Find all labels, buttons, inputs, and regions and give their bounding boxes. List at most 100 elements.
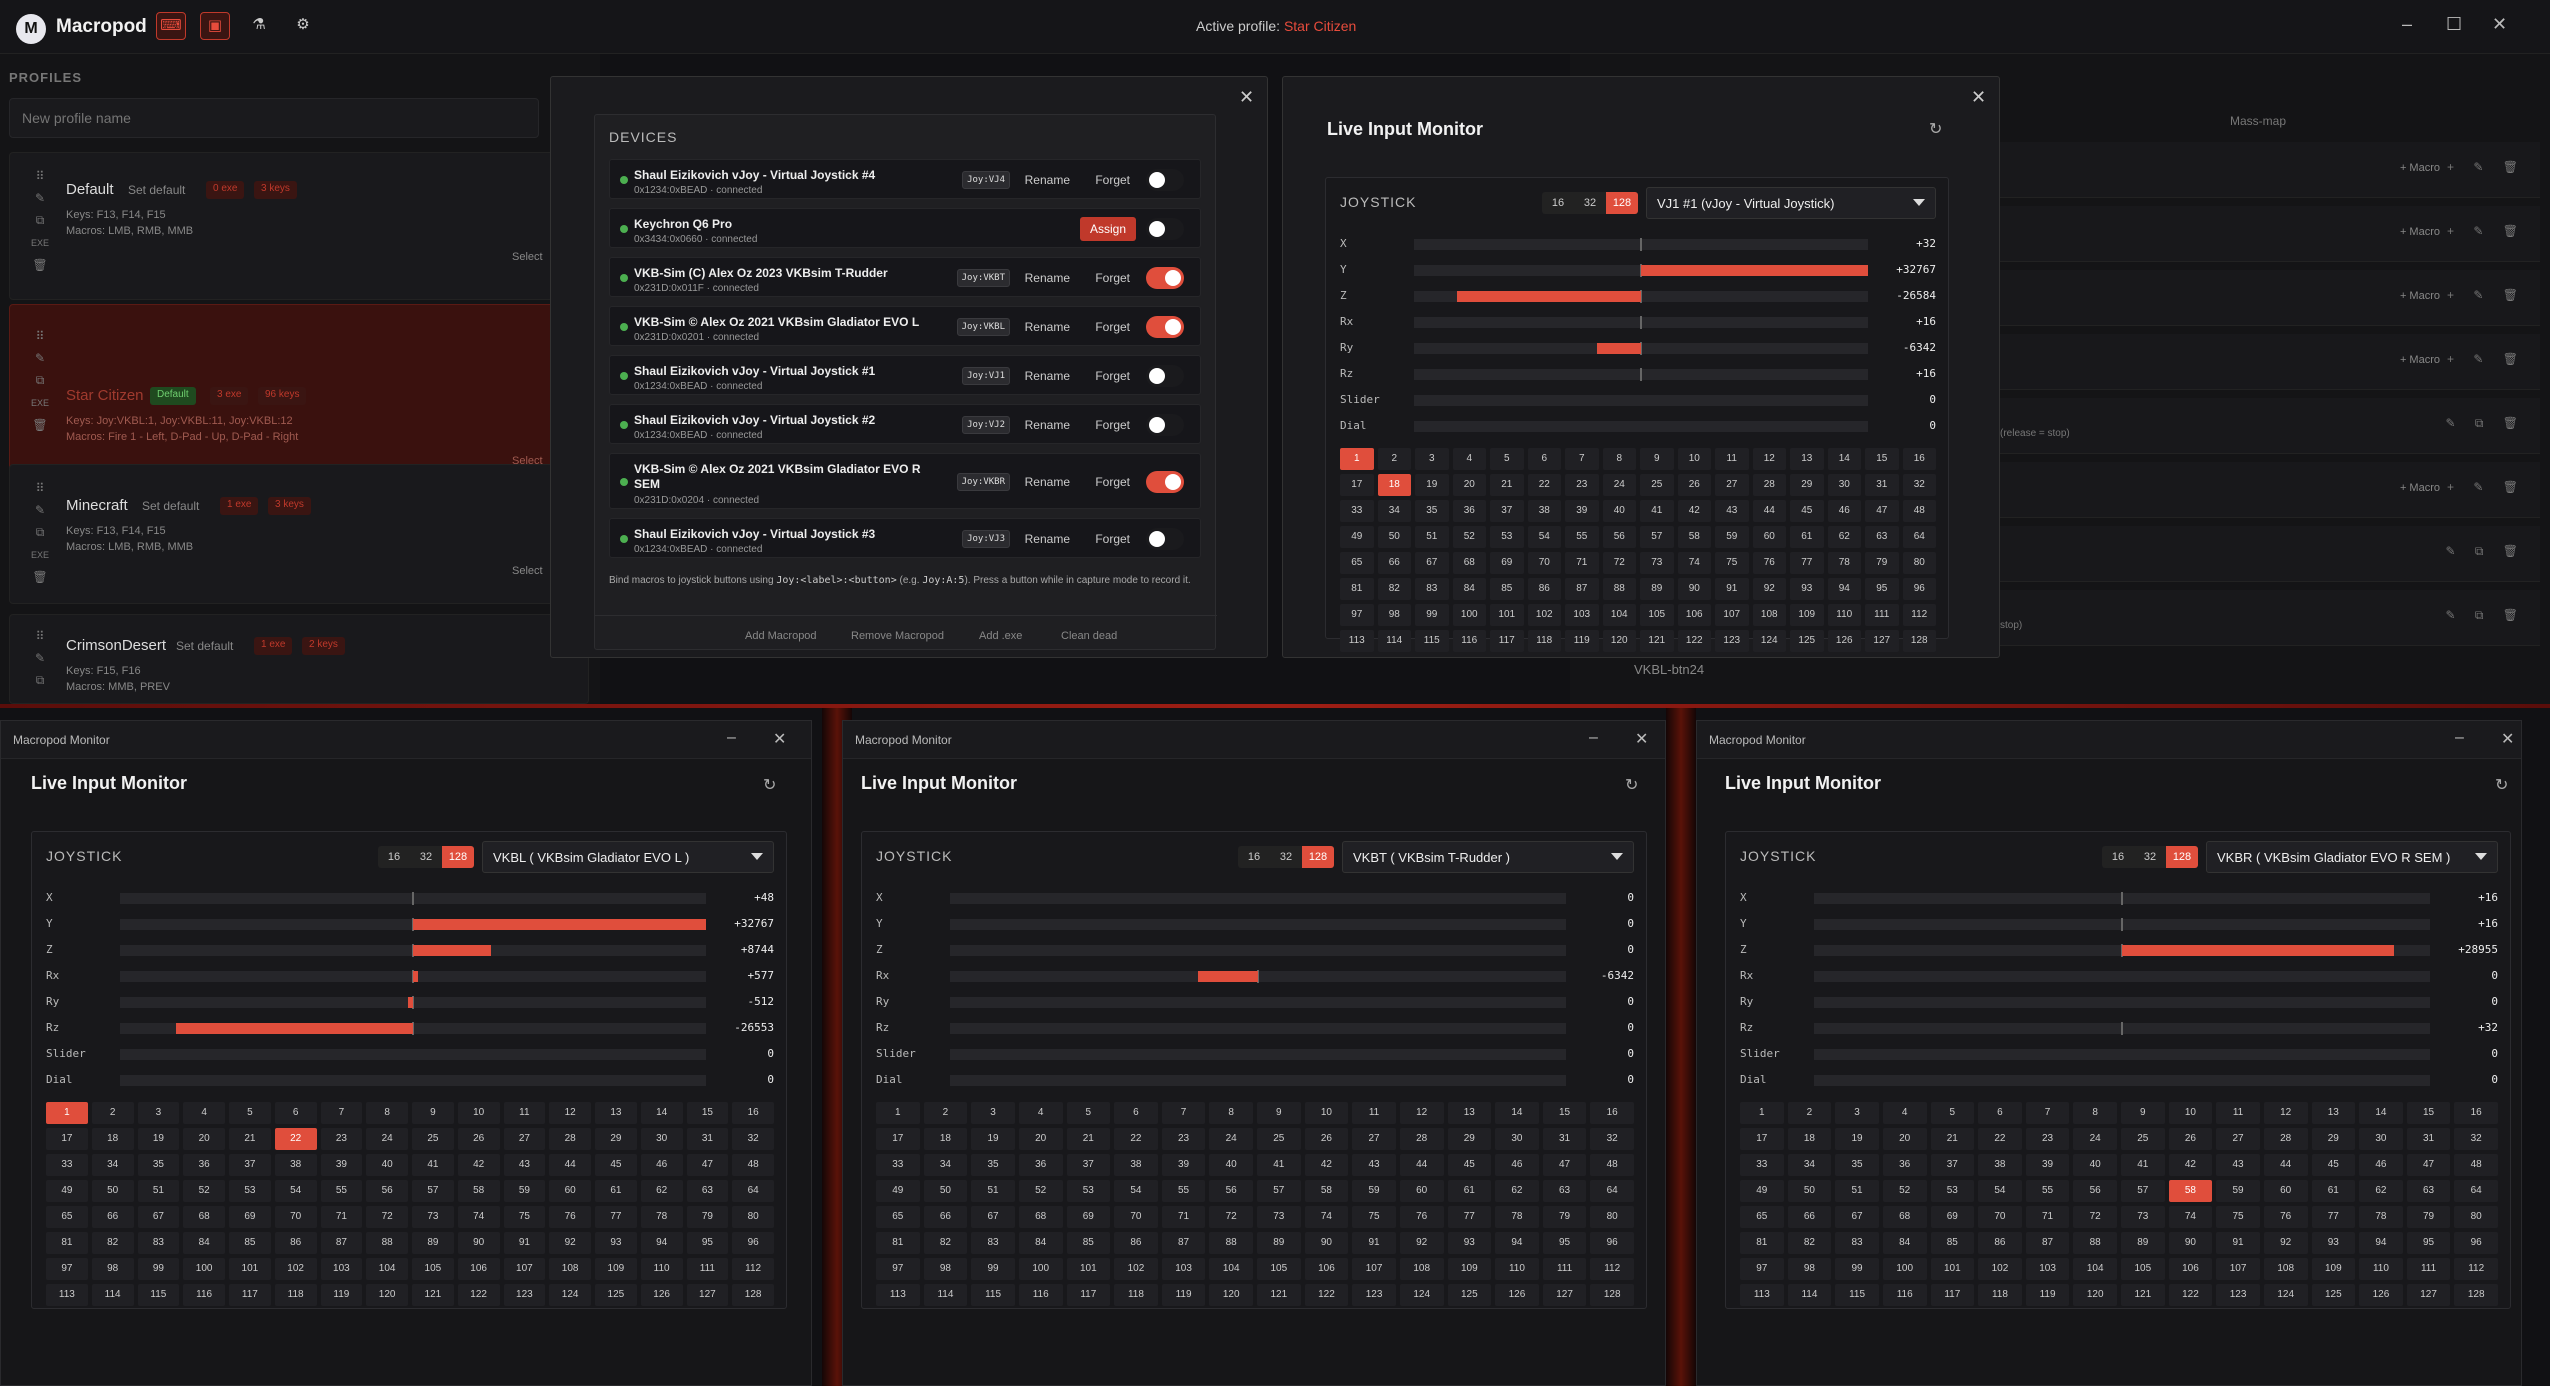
rename-button[interactable]: Rename — [1024, 418, 1070, 432]
segment-16[interactable]: 16 — [1247, 851, 1261, 863]
row-actions[interactable]: ✎ ⧉ 🗑 — [2445, 544, 2526, 558]
enable-toggle[interactable] — [1146, 471, 1184, 493]
new-profile-input[interactable] — [9, 98, 539, 138]
device-row[interactable]: Shaul Eizikovich vJoy - Virtual Joystick… — [609, 159, 1201, 199]
clean-dead-button[interactable]: Clean dead — [1061, 630, 1118, 642]
device-row[interactable]: VKB-Sim (C) Alex Oz 2023 VKBsim T-Rudder… — [609, 257, 1201, 297]
forget-button[interactable]: Forget — [1095, 418, 1130, 432]
enable-toggle[interactable] — [1146, 528, 1184, 550]
profile-card-default[interactable]: ⠿ ✎ ⧉ EXE 🗑 Default Set default 0 exe 3 keys… — [9, 152, 589, 300]
profile-keys: Keys: F13, F14, F15 — [66, 525, 166, 537]
close-window-button[interactable]: ✕ — [2492, 14, 2508, 34]
device-select[interactable]: VKBT ( VKBsim T-Rudder ) — [1342, 841, 1634, 873]
close-icon[interactable]: ✕ — [773, 731, 787, 748]
keyboard-mode-icon[interactable]: ⌨ — [156, 12, 186, 40]
device-row[interactable]: Shaul Eizikovich vJoy - Virtual Joystick… — [609, 404, 1201, 444]
refresh-icon[interactable]: ↻ — [1929, 121, 1943, 138]
set-default-link[interactable]: Set default — [142, 499, 200, 513]
row-actions[interactable]: + ✎ 🗑 — [2447, 160, 2526, 174]
add-macro-button[interactable]: + Macro — [2399, 354, 2440, 366]
enable-toggle[interactable] — [1146, 365, 1184, 387]
profile-card-minecraft[interactable]: ⠿ ✎ ⧉ EXE 🗑 Minecraft Set default 1 exe 3 ke… — [9, 464, 589, 604]
forget-button[interactable]: Forget — [1095, 173, 1130, 187]
device-row[interactable]: VKB-Sim © Alex Oz 2021 VKBsim Gladiator … — [609, 453, 1201, 509]
enable-toggle[interactable] — [1146, 218, 1184, 240]
device-row[interactable]: Shaul Eizikovich vJoy - Virtual Joystick… — [609, 518, 1201, 558]
rename-button[interactable]: Rename — [1024, 173, 1070, 187]
resolution-selector[interactable]: 16 32 128 — [1238, 846, 1334, 868]
segment-128[interactable]: 128 — [1606, 192, 1638, 214]
segment-16[interactable]: 16 — [1551, 197, 1565, 209]
minimize-button[interactable]: – — [2402, 14, 2413, 34]
device-select[interactable]: VKBR ( VKBsim Gladiator EVO R SEM ) — [2206, 841, 2498, 873]
close-icon[interactable]: ✕ — [1239, 87, 1255, 107]
row-actions[interactable]: + ✎ 🗑 — [2447, 352, 2526, 366]
remove-macropod-button[interactable]: Remove Macropod — [851, 630, 944, 642]
rename-button[interactable]: Rename — [1024, 369, 1070, 383]
device-row[interactable]: VKB-Sim © Alex Oz 2021 VKBsim Gladiator … — [609, 306, 1201, 346]
segment-16[interactable]: 16 — [387, 851, 401, 863]
row-actions[interactable]: + ✎ 🗑 — [2447, 480, 2526, 494]
rename-button[interactable]: Rename — [1024, 532, 1070, 546]
add-macro-button[interactable]: + Macro — [2399, 226, 2440, 238]
display-mode-icon[interactable]: ▣ — [200, 12, 230, 40]
select-link[interactable]: Select — [512, 251, 543, 263]
segment-32[interactable]: 32 — [2143, 851, 2157, 863]
segment-32[interactable]: 32 — [1583, 197, 1597, 209]
refresh-icon[interactable]: ↻ — [763, 777, 777, 794]
joystick-button-105: 105 — [2121, 1258, 2165, 1280]
device-row[interactable]: Shaul Eizikovich vJoy - Virtual Joystick… — [609, 355, 1201, 395]
add-exe-button[interactable]: Add .exe — [979, 630, 1023, 642]
row-actions[interactable]: + ✎ 🗑 — [2447, 288, 2526, 302]
forget-button[interactable]: Forget — [1095, 320, 1130, 334]
enable-toggle[interactable] — [1146, 414, 1184, 436]
set-default-link[interactable]: Set default — [128, 183, 186, 197]
row-actions[interactable]: + ✎ 🗑 — [2447, 224, 2526, 238]
segment-128[interactable]: 128 — [2166, 846, 2198, 868]
forget-button[interactable]: Forget — [1095, 369, 1130, 383]
minimize-button[interactable]: – — [727, 729, 736, 746]
gear-icon[interactable]: ⚙ — [296, 16, 310, 33]
rename-button[interactable]: Rename — [1024, 271, 1070, 285]
device-select[interactable]: VJ1 #1 (vJoy - Virtual Joystick) — [1646, 187, 1936, 219]
forget-button[interactable]: Forget — [1095, 271, 1130, 285]
add-macropod-button[interactable]: Add Macropod — [745, 630, 817, 642]
axis-name: Dial — [1740, 1073, 1767, 1086]
resolution-selector[interactable]: 16 32 128 — [1542, 192, 1638, 214]
refresh-icon[interactable]: ↻ — [2495, 777, 2509, 794]
segment-128[interactable]: 128 — [442, 846, 474, 868]
segment-32[interactable]: 32 — [419, 851, 433, 863]
close-icon[interactable]: ✕ — [1635, 731, 1649, 748]
enable-toggle[interactable] — [1146, 267, 1184, 289]
refresh-icon[interactable]: ↻ — [1625, 777, 1639, 794]
close-icon[interactable]: ✕ — [1971, 87, 1987, 107]
device-row[interactable]: Keychron Q6 Pro 0x3434:0x0660 · connected… — [609, 208, 1201, 248]
resolution-selector[interactable]: 16 32 128 — [378, 846, 474, 868]
enable-toggle[interactable] — [1146, 316, 1184, 338]
segment-16[interactable]: 16 — [2111, 851, 2125, 863]
assign-button[interactable]: Assign — [1079, 217, 1136, 241]
segment-32[interactable]: 32 — [1279, 851, 1293, 863]
minimize-button[interactable]: – — [2455, 729, 2464, 746]
minimize-button[interactable]: – — [1589, 729, 1598, 746]
close-icon[interactable]: ✕ — [2501, 731, 2515, 748]
flask-icon[interactable]: ⚗ — [252, 16, 266, 33]
joystick-button-82: 82 — [1787, 1232, 1832, 1254]
enable-toggle[interactable] — [1146, 169, 1184, 191]
forget-button[interactable]: Forget — [1095, 475, 1130, 489]
maximize-button[interactable]: ☐ — [2446, 14, 2463, 34]
add-macro-button[interactable]: + Macro — [2399, 162, 2440, 174]
rename-button[interactable]: Rename — [1024, 320, 1070, 334]
profile-card-crimsondesert[interactable]: ⠿ ✎ ⧉ CrimsonDesert Set default 1 exe 2 ke… — [9, 614, 589, 704]
add-macro-button[interactable]: + Macro — [2399, 482, 2440, 494]
select-link[interactable]: Select — [512, 565, 543, 577]
device-select[interactable]: VKBL ( VKBsim Gladiator EVO L ) — [482, 841, 774, 873]
set-default-link[interactable]: Set default — [176, 639, 234, 653]
row-actions[interactable]: ✎ ⧉ 🗑 — [2445, 608, 2526, 622]
resolution-selector[interactable]: 16 32 128 — [2102, 846, 2198, 868]
segment-128[interactable]: 128 — [1302, 846, 1334, 868]
rename-button[interactable]: Rename — [1024, 475, 1070, 489]
add-macro-button[interactable]: + Macro — [2399, 290, 2440, 302]
forget-button[interactable]: Forget — [1095, 532, 1130, 546]
row-actions[interactable]: ✎ ⧉ 🗑 — [2445, 416, 2526, 430]
